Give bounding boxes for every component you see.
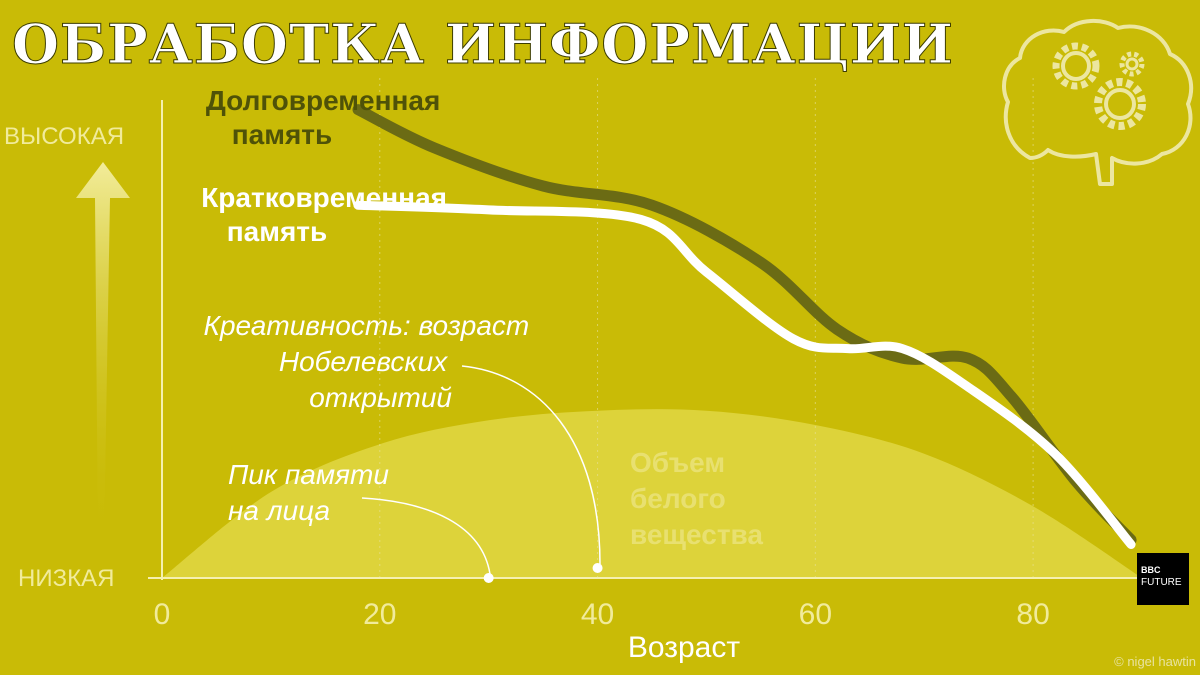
x-tick-label: 40 (581, 598, 614, 631)
short-term-memory-label-line2: память (227, 216, 327, 247)
short-term-memory-label: Кратковременная память (201, 182, 455, 247)
white-matter-label-line2: белого (630, 483, 726, 514)
short-term-memory-label-line1: Кратковременная (201, 182, 447, 213)
logo-line2: FUTURE (1141, 577, 1182, 588)
creativity-annotation: Креативность: возраст Нобелевских открыт… (203, 310, 537, 413)
short-term-memory-line (353, 200, 1136, 549)
x-tick-label: 60 (799, 598, 832, 631)
y-level-high: ВЫСОКАЯ (4, 123, 124, 150)
gear-icon (1052, 42, 1100, 90)
creativity-annotation-line3: открытий (309, 382, 452, 413)
long-term-memory-label: Долговременная память (206, 85, 448, 150)
gear-icon (1094, 78, 1146, 130)
creativity-marker (592, 563, 603, 573)
white-matter-label-line3: вещества (630, 519, 763, 550)
logo-line1: BBC (1141, 565, 1161, 575)
creativity-annotation-line1: Креативность: возраст (203, 310, 529, 341)
y-level-low: НИЗКАЯ (18, 565, 114, 592)
creativity-annotation-line2: Нобелевских (279, 346, 448, 377)
face-memory-annotation-line1: Пик памяти (228, 459, 389, 490)
gear-icon (1119, 51, 1145, 77)
long-term-memory-line (352, 104, 1137, 546)
face-memory-annotation-line2: на лица (228, 495, 330, 526)
y-direction-arrow (76, 162, 130, 540)
x-tick-label: 0 (154, 598, 171, 631)
credit: © nigel hawtin (1114, 654, 1196, 669)
brain-gears-icon (1002, 19, 1194, 186)
x-tick-labels: 0 20 40 60 80 (154, 598, 1050, 631)
white-matter-label: Объем белого вещества (630, 447, 763, 550)
page-title: ОБРАБОТКА ИНФОРМАЦИИ (12, 12, 954, 76)
long-term-memory-label-line2: память (232, 119, 332, 150)
x-tick-label: 20 (363, 598, 396, 631)
face-memory-annotation: Пик памяти на лица (228, 459, 397, 526)
white-matter-label-line1: Объем (630, 447, 725, 478)
face-memory-marker (483, 573, 494, 583)
creativity-leader (461, 365, 601, 565)
white-matter-area (162, 409, 1142, 578)
long-term-memory-label-line1: Долговременная (206, 85, 440, 116)
face-memory-leader (361, 497, 491, 575)
x-axis-label: Возраст (628, 631, 740, 664)
x-tick-label: 80 (1016, 598, 1049, 631)
bbc-future-logo: BBC FUTURE (1137, 553, 1189, 605)
